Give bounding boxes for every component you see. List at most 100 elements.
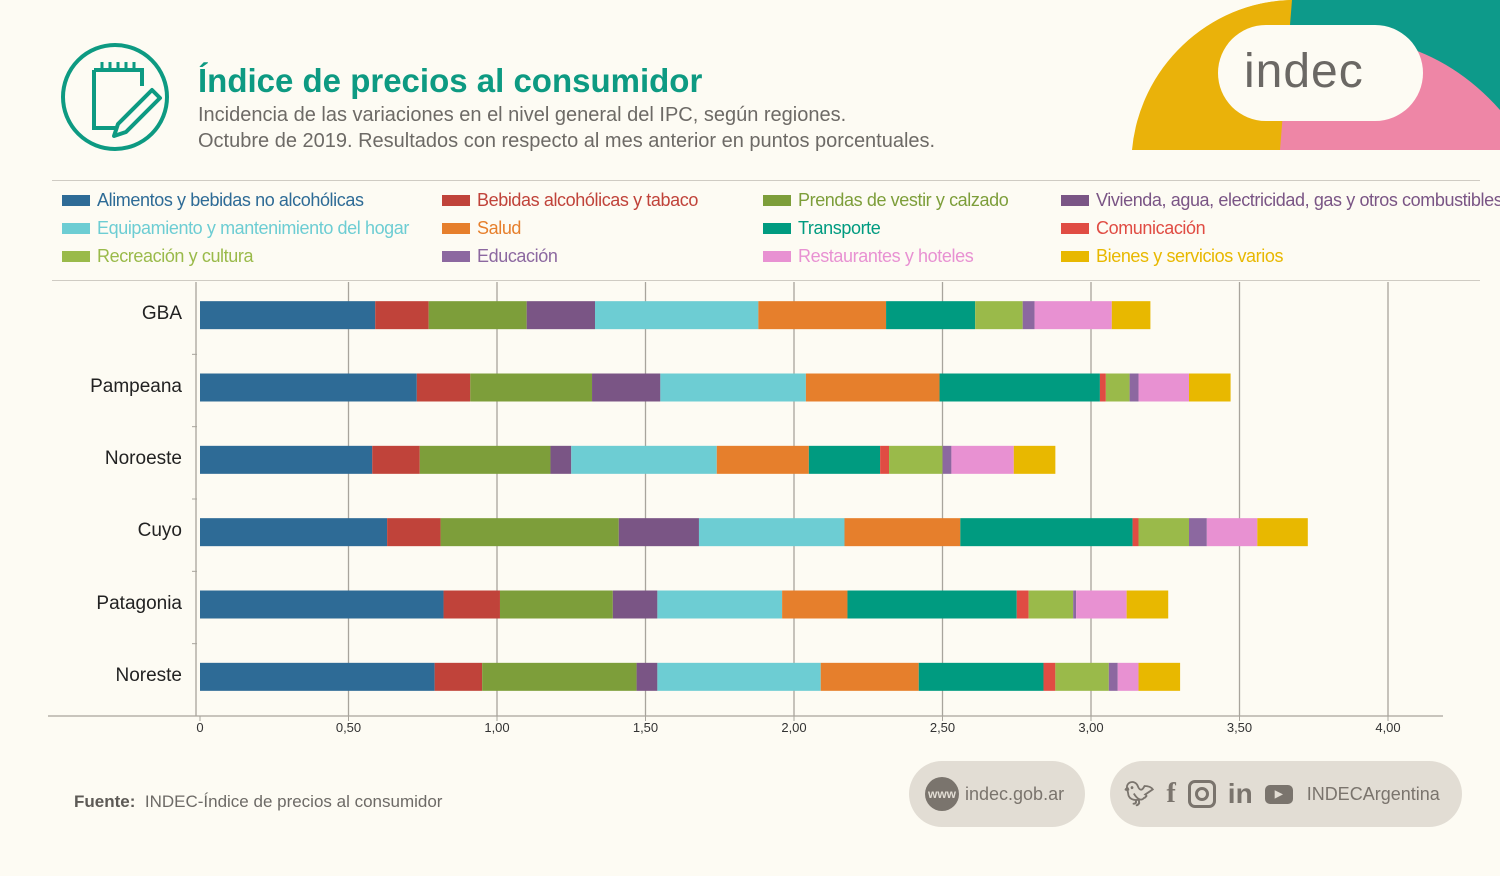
legend-swatch: [62, 251, 90, 262]
x-tick-label: 2,00: [781, 720, 806, 735]
legend-swatch: [442, 251, 470, 262]
bar-segment: [375, 301, 429, 330]
bar-segment: [550, 445, 572, 474]
bar-segment: [636, 662, 658, 691]
legend-swatch: [62, 223, 90, 234]
y-category-label: Pampeana: [90, 375, 182, 397]
bar-segment: [612, 590, 658, 619]
legend-item: Equipamiento y mantenimiento del hogar: [62, 218, 409, 239]
bar-segment: [1016, 590, 1029, 619]
bar-segment: [716, 445, 809, 474]
bar-segment: [595, 301, 759, 330]
stacked-bar-chart: 0 0,50 1,00 1,50 2,00 2,50 3,00 3,50 4,00: [48, 282, 1443, 735]
legend-item: Comunicación: [1061, 218, 1206, 239]
bar-segment: [200, 445, 373, 474]
legend-swatch: [62, 195, 90, 206]
source-note: Fuente: INDEC-Índice de precios al consu…: [74, 792, 442, 812]
legend-label: Salud: [477, 218, 522, 238]
legend-label: Prendas de vestir y calzado: [798, 190, 1009, 210]
bar-segment: [1206, 518, 1258, 547]
bar-segment: [939, 373, 1100, 402]
bar-segment: [1099, 373, 1106, 402]
bar-segment: [618, 518, 699, 547]
social-handle: INDECArgentina: [1306, 783, 1440, 804]
bar-segment: [1129, 373, 1139, 402]
bar-segment: [200, 373, 417, 402]
legend-label: Equipamiento y mantenimiento del hogar: [97, 218, 409, 238]
brand-corner-decoration: [1120, 0, 1500, 150]
bar-segment: [419, 445, 551, 474]
bar-segment: [443, 590, 500, 619]
legend-swatch: [1061, 195, 1089, 206]
bar-segment: [805, 373, 940, 402]
legend-item: Bebidas alcohólicas y tabaco: [442, 190, 698, 211]
bar-segment: [387, 518, 441, 547]
bar-segment: [1138, 662, 1181, 691]
youtube-icon[interactable]: ▶: [1264, 784, 1293, 804]
legend-label: Vivienda, agua, electricidad, gas y otro…: [1096, 190, 1500, 210]
legend-label: Restaurantes y hoteles: [798, 246, 974, 266]
legend-label: Bebidas alcohólicas y tabaco: [477, 190, 698, 210]
bar-segment: [918, 662, 1044, 691]
bar-segment: [847, 590, 1017, 619]
legend-divider-bottom: [52, 280, 1480, 281]
bar-segment: [440, 518, 619, 547]
bar-segment: [782, 590, 848, 619]
x-tick-label: 0: [196, 720, 203, 735]
legend-swatch: [763, 251, 791, 262]
legend-label: Alimentos y bebidas no alcohólicas: [97, 190, 364, 210]
legend-swatch: [1061, 251, 1089, 262]
x-tick-label: 0,50: [336, 720, 361, 735]
legend-item: Bienes y servicios varios: [1061, 246, 1283, 267]
legend-item: Educación: [442, 246, 558, 267]
x-tick-label: 3,50: [1227, 720, 1252, 735]
subtitle-line-2: Octubre de 2019. Resultados con respecto…: [198, 130, 936, 152]
instagram-icon[interactable]: [1187, 780, 1216, 808]
bar-segment: [889, 445, 943, 474]
bar-segment: [1189, 373, 1231, 402]
legend-swatch: [763, 223, 791, 234]
legend-swatch: [1061, 223, 1089, 234]
y-category-label: Noreste: [115, 664, 182, 686]
www-globe-icon: www: [925, 777, 959, 811]
source-text: INDEC-Índice de precios al consumidor: [144, 792, 443, 811]
bar-segment: [758, 301, 887, 330]
bar-segment: [808, 445, 881, 474]
x-tick-label: 3,00: [1078, 720, 1103, 735]
bar-segment: [960, 518, 1133, 547]
website-link[interactable]: www indec.gob.ar: [909, 761, 1085, 827]
source-label: Fuente:: [74, 792, 136, 811]
legend-item: Prendas de vestir y calzado: [763, 190, 1009, 211]
bar-segment: [1111, 301, 1151, 330]
bar-segment: [975, 301, 1023, 330]
bar-segment: [942, 445, 952, 474]
legend-label: Educación: [477, 246, 558, 266]
page-title: Índice de precios al consumidor: [198, 62, 703, 99]
bar-segment: [1013, 445, 1056, 474]
bar-segment: [1043, 662, 1056, 691]
x-tick-label: 2,50: [930, 720, 955, 735]
bar-segment: [698, 518, 845, 547]
subtitle-line-1: Incidencia de las variaciones en el nive…: [198, 104, 847, 126]
bar-segment: [1073, 590, 1077, 619]
legend-label: Transporte: [798, 218, 881, 238]
bar-segment: [428, 301, 527, 330]
facebook-icon[interactable]: f: [1166, 778, 1176, 809]
bar-segment: [526, 301, 596, 330]
bar-segment: [657, 590, 783, 619]
bar-segment: [416, 373, 471, 402]
twitter-icon[interactable]: 🐦︎: [1124, 780, 1155, 808]
bar-segment: [820, 662, 919, 691]
indec-logo: indec: [1244, 45, 1364, 98]
y-category-label: Cuyo: [137, 520, 182, 542]
x-tick-label: 4,00: [1375, 720, 1400, 735]
legend-item: Transporte: [763, 218, 881, 239]
legend-swatch: [763, 195, 791, 206]
notepad-pencil-icon: [61, 43, 169, 151]
linkedin-icon[interactable]: in: [1227, 778, 1253, 809]
bar-segment: [886, 301, 976, 330]
bar-segment: [592, 373, 661, 402]
legend-divider-top: [52, 180, 1480, 181]
bar-segment: [660, 373, 806, 402]
bar-segment: [571, 445, 717, 474]
